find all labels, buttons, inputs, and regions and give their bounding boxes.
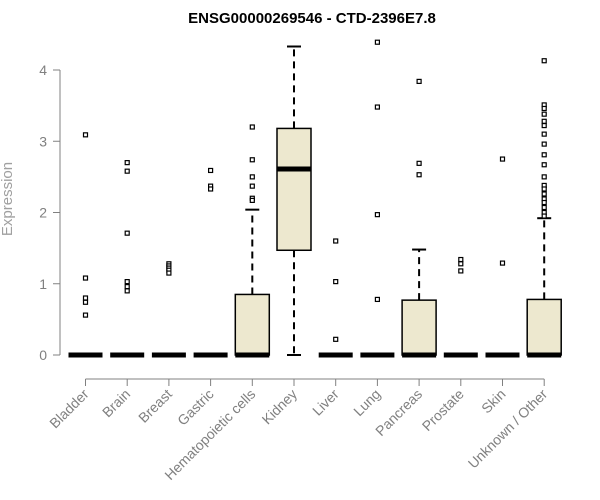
outlier-point: [249, 157, 255, 163]
outlier-point: [541, 191, 547, 197]
outlier-point: [541, 105, 547, 112]
outlier-point: [541, 174, 547, 180]
x-tick-label: Unknown / Other: [465, 386, 551, 472]
outlier-point: [249, 197, 255, 203]
box-group: [485, 156, 520, 358]
outlier-point: [208, 167, 214, 174]
outlier-point: [541, 141, 547, 147]
outlier-point: [249, 183, 255, 189]
outlier-point: [124, 160, 130, 166]
outlier-point: [208, 186, 214, 192]
outlier-point: [333, 238, 339, 244]
outlier-point: [416, 78, 422, 85]
box-body: [276, 127, 312, 252]
outlier-point: [541, 162, 547, 168]
box-group: [151, 261, 186, 358]
outlier-point: [499, 156, 506, 162]
box-group: [110, 160, 145, 358]
x-tick-label: Liver: [309, 386, 342, 419]
box-group: [526, 58, 562, 358]
outlier-point: [82, 299, 89, 305]
outlier-point: [458, 261, 464, 267]
box-body: [526, 298, 562, 356]
outlier-point: [541, 111, 547, 117]
outlier-point: [82, 295, 89, 301]
outlier-point: [124, 230, 130, 236]
outlier-point: [374, 296, 380, 303]
x-tick-label: Bladder: [46, 386, 92, 432]
outlier-point: [541, 122, 547, 129]
box-group: [193, 167, 228, 358]
outlier-point: [541, 199, 547, 206]
box-group: [401, 78, 437, 358]
outlier-point: [541, 131, 547, 137]
outlier-point: [541, 213, 547, 219]
box-group: [68, 132, 103, 358]
outlier-point: [82, 312, 89, 318]
y-tick-label: 1: [39, 276, 47, 292]
outlier-point: [82, 132, 89, 138]
x-tick-label: Lung: [350, 386, 383, 419]
outlier-point: [124, 168, 130, 174]
outlier-point: [374, 104, 380, 110]
x-tick-label: Skin: [478, 386, 509, 417]
boxes-layer: [68, 39, 562, 358]
outlier-point: [541, 204, 547, 211]
box-group: [276, 45, 312, 356]
x-tick-label: Kidney: [259, 386, 301, 428]
outlier-point: [333, 336, 339, 342]
y-tick-label: 4: [39, 62, 47, 78]
x-tick-label: Brain: [99, 386, 133, 420]
box-group: [318, 238, 353, 358]
y-axis: 0 1 2 3 4: [39, 62, 61, 363]
x-tick-label: Breast: [135, 386, 175, 426]
box-group: [443, 256, 478, 358]
outlier-point: [416, 172, 422, 178]
y-tick-label: 0: [39, 347, 47, 363]
x-tick-label: Prostate: [419, 386, 467, 434]
outlier-point: [249, 174, 255, 180]
box-body: [234, 293, 271, 356]
outlier-point: [166, 270, 172, 276]
box-group: [234, 124, 271, 358]
outlier-point: [541, 152, 547, 158]
outlier-point: [82, 275, 89, 281]
outlier-point: [124, 288, 130, 294]
outlier-point: [541, 186, 547, 192]
outlier-point: [499, 260, 506, 266]
box-group: [360, 39, 395, 358]
y-axis-label: Expression: [0, 162, 16, 236]
outlier-point: [124, 284, 130, 290]
y-tick-label: 2: [39, 205, 47, 221]
outlier-point: [458, 256, 464, 263]
chart-title: ENSG00000269546 - CTD-2396E7.8: [188, 10, 436, 27]
outlier-point: [541, 118, 547, 124]
outlier-point: [374, 39, 380, 45]
outlier-point: [249, 124, 255, 130]
outlier-point: [541, 58, 547, 64]
outlier-point: [458, 268, 464, 274]
outlier-point: [124, 279, 130, 285]
y-tick-label: 3: [39, 133, 47, 149]
outlier-point: [333, 279, 339, 285]
box-body: [401, 299, 437, 356]
outlier-point: [374, 212, 380, 218]
outlier-point: [416, 160, 422, 166]
